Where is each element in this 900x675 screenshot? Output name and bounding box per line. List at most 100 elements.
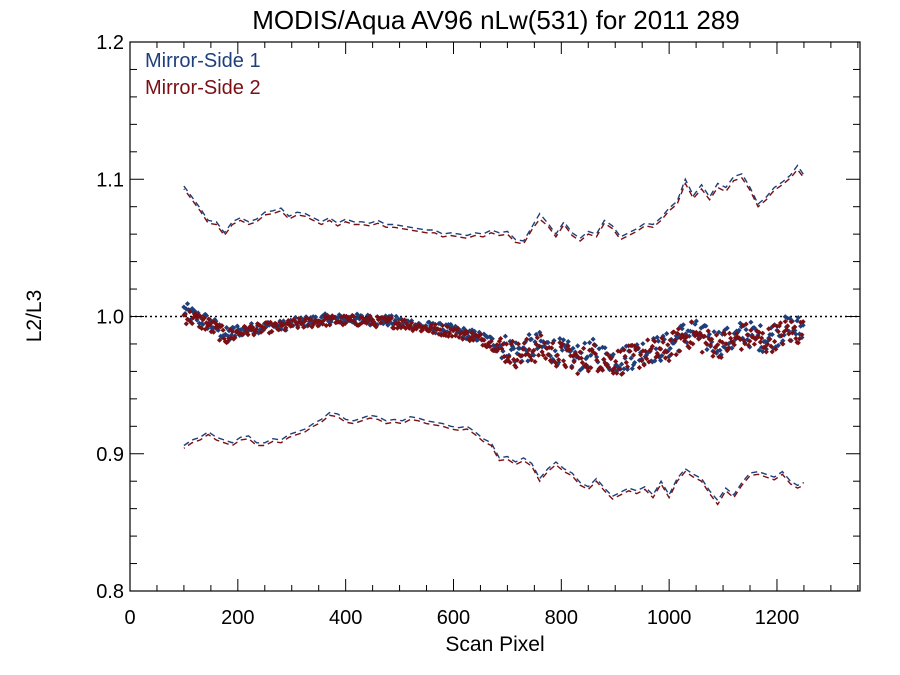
ms2-point	[419, 327, 425, 333]
ms2-point	[759, 335, 765, 341]
ms2-point	[620, 370, 626, 376]
ms2-point	[690, 341, 696, 347]
ms2-point	[783, 327, 790, 333]
ms2-point	[649, 343, 655, 349]
ms2-point	[581, 345, 587, 351]
ms2-point	[362, 316, 368, 322]
ms2-point	[576, 355, 582, 361]
ms2-point	[266, 330, 272, 336]
ms2-point	[200, 317, 206, 323]
ms1-point	[354, 311, 360, 317]
ms1-upper-band-line	[183, 164, 805, 242]
ms2-point	[531, 347, 537, 353]
ms1-point	[610, 351, 616, 357]
ms2-point	[744, 332, 750, 338]
ms2-point	[764, 341, 771, 347]
ms2-point	[799, 332, 805, 338]
ms2-point	[667, 337, 673, 343]
ms2-point	[214, 322, 220, 328]
ms2-point	[405, 323, 411, 329]
y-tick-label: 1.0	[96, 307, 124, 329]
ms2-point	[632, 343, 638, 349]
ms2-point	[495, 346, 501, 352]
ms1-point	[679, 326, 685, 332]
ms1-point	[582, 340, 588, 346]
ms1-point	[212, 317, 218, 323]
ms2-point	[448, 326, 454, 332]
ms1-point	[692, 321, 698, 327]
ms2-point	[742, 341, 748, 347]
ms1-point	[763, 346, 769, 352]
ms2-point	[536, 352, 542, 358]
ms2-point	[435, 326, 441, 332]
ms2-point	[406, 325, 412, 331]
ms2-point	[199, 325, 205, 331]
x-tick-label: 1000	[647, 607, 692, 629]
ms2-point	[723, 341, 729, 347]
ms2-point	[511, 356, 517, 363]
ms2-point	[426, 328, 432, 334]
ms1-lower-band-line	[183, 411, 805, 502]
ms2-point	[203, 320, 210, 326]
ms2-point	[257, 322, 263, 328]
ms2-point	[416, 322, 422, 328]
ms1-point	[667, 345, 673, 351]
ms1-point	[718, 352, 724, 358]
ms2-point	[247, 323, 253, 329]
ms2-point	[197, 313, 204, 319]
ms1-point	[716, 329, 722, 335]
ms2-point	[539, 349, 545, 355]
ms2-point	[283, 325, 289, 331]
ms2-point	[253, 326, 259, 332]
ms2-point	[501, 353, 507, 360]
ms2-point	[265, 320, 271, 326]
ms2-point	[592, 351, 599, 357]
ms2-point	[655, 352, 661, 359]
ms1-point	[537, 329, 543, 335]
ms2-point	[327, 322, 333, 328]
ms2-point	[675, 326, 682, 332]
ms2-point	[767, 336, 773, 342]
ms2-point	[304, 315, 310, 321]
ms1-point	[775, 342, 781, 349]
ms2-point	[428, 325, 434, 331]
ms1-point	[545, 339, 551, 346]
ms2-point	[494, 342, 500, 348]
ms2-point	[308, 317, 314, 323]
ms2-point	[588, 365, 594, 371]
chart-title: MODIS/Aqua AV96 nLw(531) for 2011 289	[252, 5, 740, 35]
ms2-point	[789, 330, 795, 336]
ms2-point	[686, 345, 692, 351]
ms2-point	[560, 358, 567, 364]
ms2-point	[565, 343, 571, 349]
ms1-point	[588, 352, 594, 358]
ms1-point	[189, 306, 195, 312]
ms2-point	[444, 324, 450, 330]
ms2-point	[342, 320, 348, 327]
ms2-point	[385, 315, 391, 321]
ms2-point	[496, 338, 502, 344]
ms2-point	[447, 330, 453, 336]
ms2-point	[417, 324, 423, 330]
ms2-point	[673, 352, 679, 358]
ms2-point	[621, 347, 627, 353]
ms2-point	[189, 320, 195, 327]
ms2-point	[719, 339, 725, 345]
ms1-point	[780, 338, 786, 344]
ms1-point	[587, 340, 593, 346]
ms2-point	[509, 338, 516, 344]
ms1-point	[664, 331, 670, 337]
ms1-point	[661, 336, 667, 342]
ms1-point	[353, 316, 359, 322]
ms2-point	[436, 331, 442, 337]
ms2-point	[507, 359, 513, 366]
ms2-point	[664, 349, 670, 355]
ms2-point	[798, 319, 804, 325]
ms1-point	[556, 359, 562, 365]
ms1-point	[674, 335, 680, 341]
ms2-point	[707, 342, 714, 348]
axis-ticks	[129, 41, 860, 592]
ms2-point	[538, 332, 544, 338]
ms2-point	[716, 354, 722, 360]
ms2-point	[240, 331, 246, 337]
